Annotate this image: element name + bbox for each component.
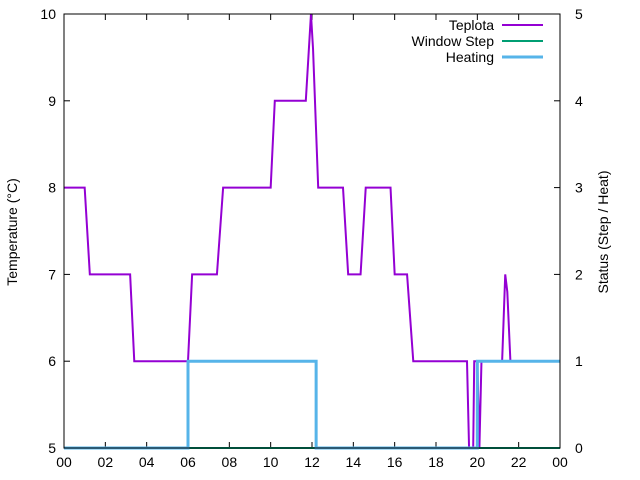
x-tick-labels: 00 02 04 06 08 10 12 14 16 18 20 22 00 — [56, 454, 568, 470]
x-tick-label: 08 — [222, 454, 238, 470]
y-tick-label: 7 — [48, 266, 56, 282]
legend-label: Window Step — [412, 33, 495, 49]
legend-label: Teplota — [449, 17, 494, 33]
x-tick-label: 00 — [552, 454, 568, 470]
y-tick-label: 10 — [40, 6, 56, 22]
x-tick-label: 14 — [346, 454, 362, 470]
x-tick-label: 10 — [263, 454, 279, 470]
x-tick-label: 04 — [139, 454, 155, 470]
y2-axis-label: Status (Step / Heat) — [595, 171, 611, 294]
y-tick-label: 8 — [48, 180, 56, 196]
y2-tick-label: 2 — [575, 266, 583, 282]
y-tick-labels: 5 6 7 8 9 10 — [40, 6, 56, 456]
series-lines — [64, 13, 560, 450]
plot-frame — [63, 13, 561, 449]
series-line-heating — [64, 359, 560, 450]
y2-tick-label: 1 — [575, 353, 583, 369]
x-tick-label: 20 — [470, 454, 486, 470]
x-tick-label: 18 — [428, 454, 444, 470]
legend-label: Heating — [446, 49, 494, 65]
y-axis-label: Temperature (°C) — [4, 178, 20, 286]
y2-tick-label: 5 — [575, 6, 583, 22]
y-tick-label: 9 — [48, 93, 56, 109]
x-tick-label: 06 — [180, 454, 196, 470]
series-line-teplota — [64, 13, 512, 449]
y2-tick-label: 4 — [575, 93, 583, 109]
y2-tick-label: 0 — [575, 440, 583, 456]
x-tick-label: 02 — [98, 454, 114, 470]
x-tick-label: 22 — [511, 454, 527, 470]
y2-tick-labels: 0 1 2 3 4 5 — [575, 6, 583, 456]
axis-ticks — [63, 13, 561, 449]
y2-tick-label: 3 — [575, 180, 583, 196]
y-tick-label: 6 — [48, 353, 56, 369]
y-tick-label: 5 — [48, 440, 56, 456]
x-tick-label: 16 — [387, 454, 403, 470]
x-tick-label: 12 — [304, 454, 320, 470]
x-tick-label: 00 — [56, 454, 72, 470]
